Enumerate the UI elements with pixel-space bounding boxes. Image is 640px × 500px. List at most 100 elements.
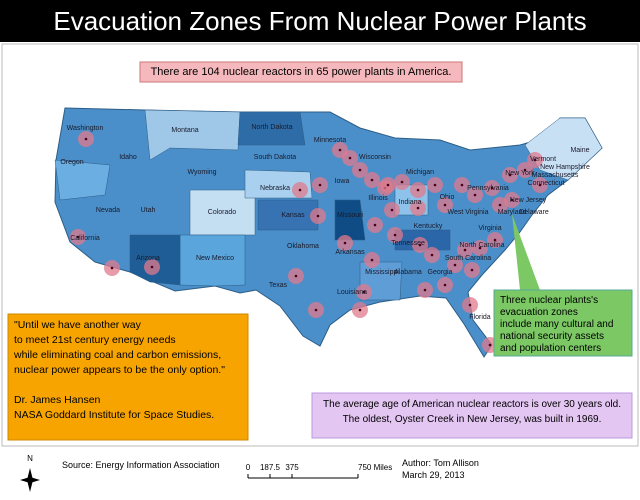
map xyxy=(54,107,603,358)
state-label: South Carolina xyxy=(445,255,491,262)
state-label: Maryland xyxy=(498,209,527,216)
plant xyxy=(373,223,377,227)
state-label: Michigan xyxy=(406,169,434,176)
plant xyxy=(298,188,302,192)
plant xyxy=(433,183,437,187)
state-label: Nevada xyxy=(96,207,120,214)
state-label: Oregon xyxy=(60,159,83,166)
state-label: New Mexico xyxy=(196,255,234,262)
us-outline xyxy=(54,107,603,358)
region xyxy=(189,189,256,236)
region xyxy=(257,199,319,231)
plant xyxy=(386,183,390,187)
plant xyxy=(443,203,447,207)
plant xyxy=(443,283,447,287)
state-label: Delaware xyxy=(519,209,549,216)
state-label: Colorado xyxy=(208,209,237,216)
plant xyxy=(314,308,318,312)
plant xyxy=(473,193,477,197)
state-label: Iowa xyxy=(335,178,350,185)
green-box xyxy=(493,289,633,357)
state-label: Washington xyxy=(67,125,104,132)
plant xyxy=(416,206,420,210)
reactor-box xyxy=(139,61,463,83)
state-label: Texas xyxy=(269,282,288,289)
state-label: Pennsylvania xyxy=(467,185,509,192)
arrow xyxy=(512,214,540,290)
state-label: Massachusetts xyxy=(532,172,579,179)
state-label: Wisconsin xyxy=(359,154,391,161)
author: Author: Tom Allison xyxy=(402,458,479,468)
region xyxy=(524,117,603,181)
state-label: Florida xyxy=(469,314,491,321)
plant xyxy=(393,233,397,237)
state-label: New Hampshire xyxy=(540,164,590,171)
quote-box xyxy=(7,313,249,441)
state-label: Tennessee xyxy=(391,240,425,247)
scale-label: 0 xyxy=(246,463,251,472)
plant xyxy=(418,243,422,247)
state-label: Utah xyxy=(141,207,156,214)
state-label: Alabama xyxy=(394,269,422,276)
plant xyxy=(463,248,467,252)
compass-needle xyxy=(20,477,40,483)
state-label: Virginia xyxy=(478,225,501,232)
state-label: South Dakota xyxy=(254,154,297,161)
text-line: while eliminating coal and carbon emissi… xyxy=(13,349,221,361)
plant xyxy=(343,241,347,245)
plant xyxy=(488,343,492,347)
plant xyxy=(453,263,457,267)
scale-bar: 0 187.5 375 750 Miles xyxy=(246,463,392,479)
text-line: Dr. James Hansen xyxy=(14,394,101,406)
plant xyxy=(523,168,527,172)
state-label: North Dakota xyxy=(251,124,292,131)
text-line: NASA Goddard Institute for Space Studies… xyxy=(14,409,214,421)
plant xyxy=(490,186,494,190)
plant xyxy=(294,274,298,278)
state-label: Wyoming xyxy=(187,169,216,176)
plant xyxy=(150,265,154,269)
state-label: Nebraska xyxy=(260,185,290,192)
state-label: Kentucky xyxy=(414,223,443,230)
state-label: Illinois xyxy=(368,195,388,202)
date: March 29, 2013 xyxy=(402,470,465,480)
state-label: Oklahoma xyxy=(287,243,319,250)
region xyxy=(237,111,306,146)
plant xyxy=(400,180,404,184)
plant xyxy=(370,178,374,182)
text-line: nuclear power appears to be the only opt… xyxy=(14,364,225,376)
text-line: The average age of American nuclear reac… xyxy=(323,399,621,410)
state-label: New Jersey xyxy=(510,197,547,204)
plant xyxy=(358,168,362,172)
text-line: and population centers xyxy=(500,343,601,354)
state-label: Vermont xyxy=(530,156,556,163)
plant xyxy=(370,258,374,262)
plant xyxy=(362,290,366,294)
state-label: Kansas xyxy=(281,212,305,219)
text-line: evacuation zones xyxy=(500,307,578,318)
state-label: Maine xyxy=(570,147,589,154)
state-label: Georgia xyxy=(428,269,453,276)
state-label: West Virginia xyxy=(448,209,489,216)
state-label: Montana xyxy=(171,127,198,134)
state-label: Minnesota xyxy=(314,137,346,144)
plant xyxy=(416,188,420,192)
plant xyxy=(468,303,472,307)
title-bar xyxy=(0,0,640,42)
state-label: Connecticut xyxy=(528,180,565,187)
state-label: North Carolina xyxy=(459,242,504,249)
age-note: The average age of American nuclear reac… xyxy=(323,399,621,425)
scale-label: 187.5 xyxy=(260,463,281,472)
state-label: California xyxy=(70,235,100,242)
compass-label: N xyxy=(27,454,33,463)
plant xyxy=(470,268,474,272)
plant xyxy=(348,156,352,160)
state-label: Missouri xyxy=(337,212,364,219)
plant xyxy=(338,148,342,152)
text-line: include many cultural and xyxy=(500,319,613,330)
region xyxy=(144,109,241,161)
plant xyxy=(316,214,320,218)
plant xyxy=(423,288,427,292)
